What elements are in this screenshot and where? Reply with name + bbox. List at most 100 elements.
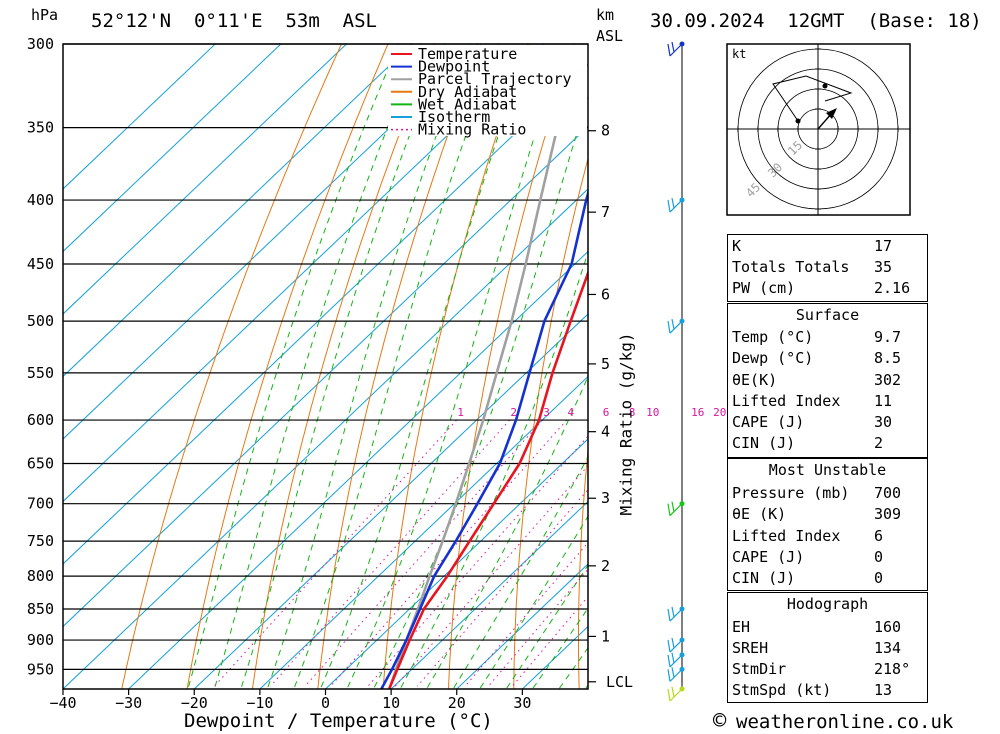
k-index-label: K	[732, 237, 741, 255]
dry-adiabat-line	[641, 26, 718, 698]
temperature-tick-label: −30	[115, 694, 142, 712]
wind-barb-flag	[668, 321, 670, 333]
sounding-datetime: 30.09.2024 12GMT (Base: 18)	[650, 10, 982, 32]
altitude-tick-label: 3	[601, 489, 610, 507]
hodograph-point	[823, 84, 828, 89]
pressure-tick-label: 400	[27, 191, 54, 209]
plot-frame	[63, 44, 588, 689]
wind-barb-staff	[670, 609, 682, 621]
pressure-tick-label: 300	[27, 35, 54, 53]
pressure-tick-label: 850	[27, 600, 54, 618]
hodograph-unit: kt	[732, 47, 746, 61]
storm-speed-label: StmSpd (kt)	[732, 681, 831, 699]
pw-label: PW (cm)	[732, 279, 795, 297]
mixing-ratio-label: 1	[457, 406, 464, 419]
pressure-tick-label: 750	[27, 532, 54, 550]
altitude-tick-label: 8	[601, 122, 610, 140]
surface-title: Surface	[728, 306, 927, 324]
mixing-ratio-label: 3	[543, 406, 550, 419]
pressure-tick-label: 350	[27, 119, 54, 137]
altitude-tick-label: 2	[601, 557, 610, 575]
wind-barb-flag	[672, 638, 674, 648]
pressure-tick-label: 950	[27, 660, 54, 678]
temperature-tick-label: −40	[49, 694, 76, 712]
wind-barb-flag	[672, 198, 674, 208]
pressure-axis: 3003504004505005506006507007508008509009…	[27, 35, 54, 678]
legend-label: Mixing Ratio	[418, 121, 526, 139]
wind-barb-flag	[672, 42, 674, 52]
wind-barb-staff	[670, 640, 682, 652]
totals-totals-label: Totals Totals	[732, 258, 849, 276]
series-line-dewpoint	[381, 44, 628, 689]
surface-box: Surface Temp (°C)9.7 Dewp (°C)8.5 θE(K)3…	[727, 303, 928, 458]
wind-barb-flag	[672, 319, 674, 329]
wind-barb-flag	[668, 44, 670, 56]
sreh-label: SREH	[732, 639, 768, 657]
wind-barb-staff	[670, 669, 682, 681]
wind-barb-flag	[668, 200, 670, 212]
surface-cape-label: CAPE (J)	[732, 413, 804, 431]
wind-barb-staff	[670, 504, 682, 516]
wind-barb-flag	[668, 640, 670, 652]
wind-barb-staff	[670, 44, 682, 56]
storm-direction-value: 218°	[874, 660, 910, 678]
surface-temp-value: 9.7	[874, 328, 901, 346]
hodograph-stats-title: Hodograph	[728, 595, 927, 613]
wind-profile	[668, 42, 685, 702]
wind-barb-flag	[672, 607, 674, 617]
wind-barb-flag	[668, 609, 670, 621]
mu-theta-e-value: 309	[874, 505, 901, 523]
mixing-ratio-line	[417, 420, 648, 686]
wind-barb-staff	[670, 321, 682, 333]
dry-adiabat-line	[928, 26, 973, 698]
mixing-ratio-label: 10	[646, 406, 659, 419]
surface-lifted-index-value: 11	[874, 392, 892, 410]
wind-barb-staff	[670, 200, 682, 212]
wind-barb-staff	[670, 655, 682, 667]
wind-barb-flag	[668, 669, 670, 681]
dry-adiabat-line	[981, 26, 1000, 698]
isotherm-line	[0, 26, 694, 689]
altitude-tick-label: 5	[601, 355, 610, 373]
wind-barb-flag	[672, 653, 674, 663]
wind-barb-flag	[668, 655, 670, 667]
pressure-tick-label: 500	[27, 312, 54, 330]
most-unstable-title: Most Unstable	[728, 461, 927, 479]
pressure-tick-label: 550	[27, 364, 54, 382]
mu-lifted-index-value: 6	[874, 527, 883, 545]
copyright-symbol: ©	[713, 709, 726, 734]
pw-value: 2.16	[874, 279, 910, 297]
wind-barb-flag	[668, 504, 670, 516]
storm-speed-value: 13	[874, 681, 892, 699]
altitude-tick-label: LCL	[606, 673, 633, 691]
pressure-tick-label: 650	[27, 454, 54, 472]
pressure-tick-label: 900	[27, 631, 54, 649]
footer-site-link[interactable]: weatheronline.co.uk	[736, 711, 953, 733]
surface-cape-value: 30	[874, 413, 892, 431]
surface-cin-value: 2	[874, 434, 883, 452]
surface-lifted-index-label: Lifted Index	[732, 392, 840, 410]
mu-theta-e-label: θE (K)	[732, 505, 786, 523]
x-axis-title: Dewpoint / Temperature (°C)	[184, 710, 493, 732]
mixing-ratio-labels: 12346810162025	[457, 406, 749, 419]
mixing-ratio-label: 2	[510, 406, 517, 419]
mu-lifted-index-label: Lifted Index	[732, 527, 840, 545]
mu-pressure-value: 700	[874, 484, 901, 502]
altitude-unit-km: km	[596, 6, 614, 24]
mu-cin-value: 0	[874, 569, 883, 587]
altitude-tick-label: 7	[601, 203, 610, 221]
mu-cin-label: CIN (J)	[732, 569, 795, 587]
mu-cape-label: CAPE (J)	[732, 548, 804, 566]
pressure-unit-label: hPa	[31, 6, 58, 24]
altitude-tick-label: 4	[601, 423, 610, 441]
dry-adiabat-line	[120, 26, 350, 698]
eh-label: EH	[732, 618, 750, 636]
most-unstable-box: Most Unstable Pressure (mb)700 θE (K)309…	[727, 458, 928, 591]
surface-theta-e-value: 302	[874, 371, 901, 389]
wind-barb-flag	[668, 689, 670, 701]
